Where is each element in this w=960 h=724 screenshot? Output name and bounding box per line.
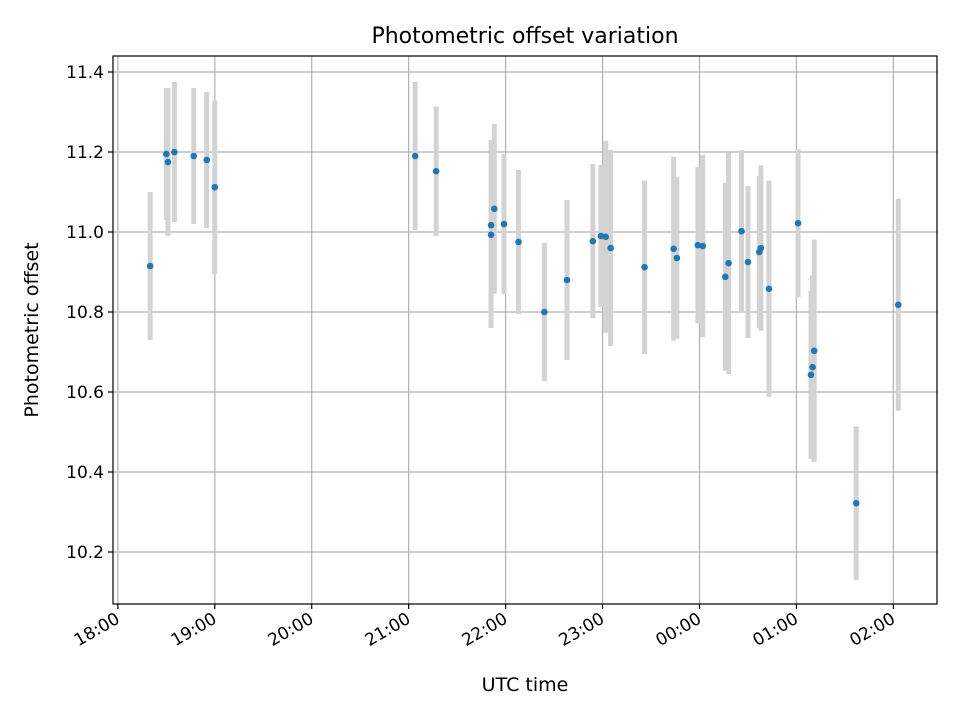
chart-title: Photometric offset variation (371, 24, 678, 49)
y-tick-label: 11.2 (66, 143, 104, 163)
data-point (765, 285, 773, 293)
data-point (411, 152, 419, 160)
data-point (190, 152, 198, 160)
data-point (694, 241, 702, 249)
y-tick-label: 11.4 (66, 63, 104, 83)
data-point (794, 219, 802, 227)
y-tick-label: 11.0 (66, 223, 104, 243)
data-point (673, 254, 681, 262)
data-point (670, 245, 677, 253)
data-point (894, 301, 902, 309)
data-point (491, 205, 498, 213)
data-point (602, 233, 610, 241)
data-point (722, 273, 729, 281)
data-point (589, 237, 597, 245)
data-point (738, 227, 745, 235)
data-point (171, 148, 178, 156)
data-point (211, 183, 219, 191)
y-tick-label: 10.4 (66, 463, 104, 483)
data-point (641, 263, 648, 271)
data-point (432, 167, 440, 175)
data-point (500, 220, 508, 228)
data-point (597, 232, 605, 240)
y-axis-label: Photometric offset (21, 242, 43, 417)
data-point (852, 499, 860, 507)
data-point (146, 262, 154, 270)
data-point (164, 158, 172, 166)
y-tick-label: 10.6 (66, 383, 104, 403)
data-point (163, 150, 170, 158)
plot-frame (112, 55, 938, 605)
data-point (487, 221, 495, 229)
data-point (809, 363, 816, 371)
data-point (725, 259, 732, 267)
marker-layer (146, 148, 902, 507)
data-point (515, 238, 522, 246)
data-point (607, 244, 614, 252)
data-point (807, 371, 815, 379)
data-point (203, 156, 211, 164)
data-point (744, 258, 752, 266)
data-point (563, 276, 571, 284)
data-point (487, 231, 495, 239)
y-tick-label: 10.2 (66, 543, 104, 563)
data-point (699, 242, 707, 250)
x-axis-label: UTC time (482, 674, 569, 696)
y-tick-label: 10.8 (66, 303, 104, 323)
data-point (757, 244, 765, 252)
data-point (810, 347, 818, 355)
data-point (541, 308, 548, 316)
grid-layer (113, 56, 937, 604)
